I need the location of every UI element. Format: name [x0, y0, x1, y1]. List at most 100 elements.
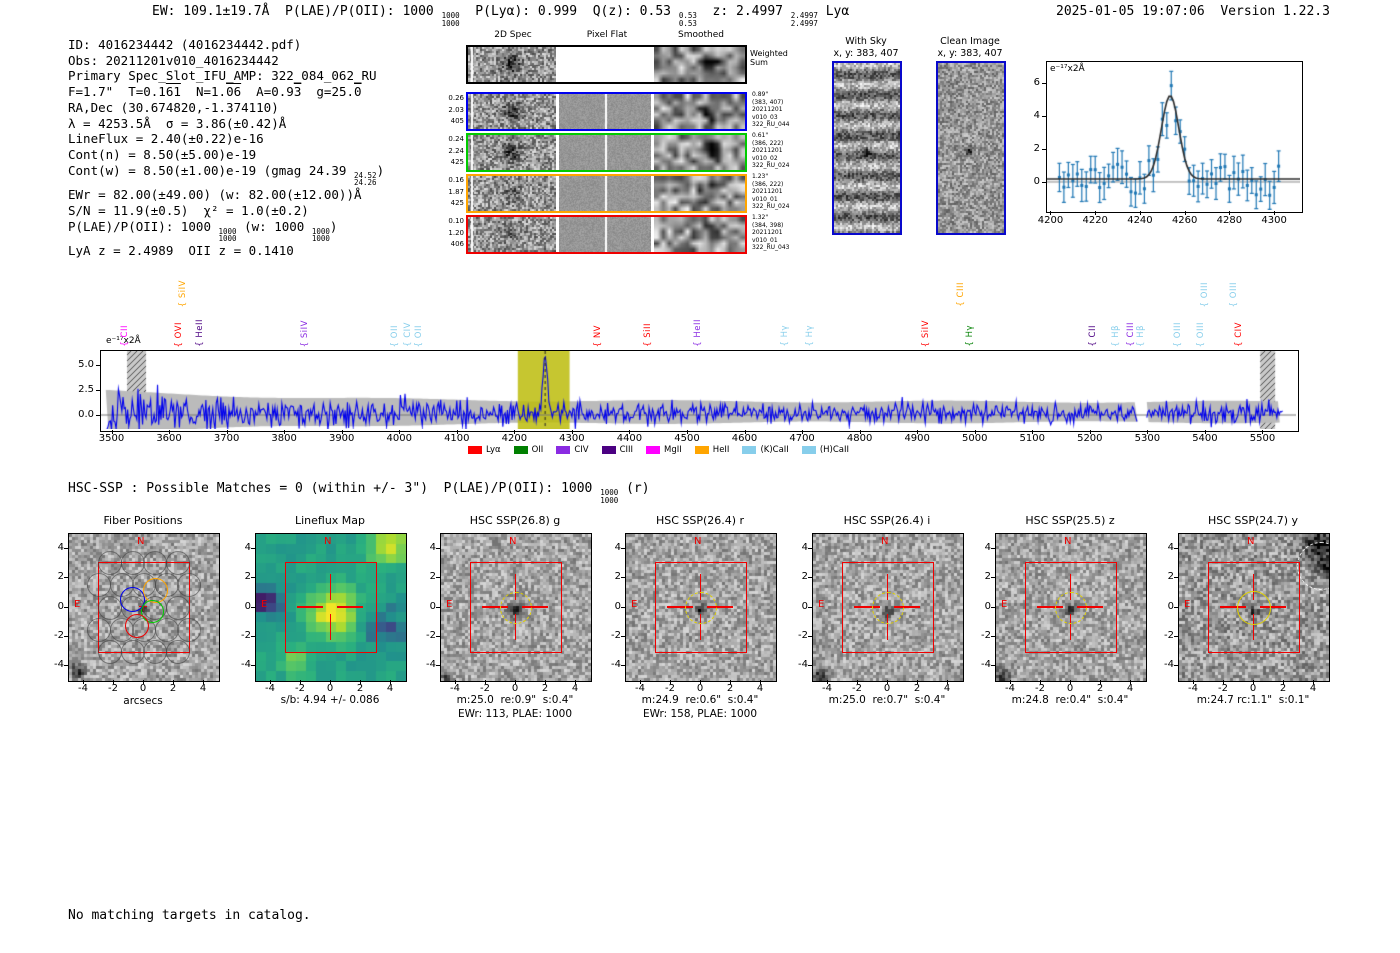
- panel-caption-2: EWr: 113, PLAE: 1000: [457, 708, 573, 720]
- panel-caption: m:25.0 re:0.7" s:0.4": [828, 694, 946, 706]
- info-line: LineFlux = 2.40(±0.22)e-16: [68, 131, 264, 147]
- crosshair-left: [667, 606, 693, 608]
- fiber-circle: [98, 639, 123, 664]
- spectrum-x-tick-mark: [169, 430, 171, 434]
- spectrum-x-tick-label: 4400: [616, 433, 643, 444]
- panel-x-tick-label: 4: [1309, 683, 1317, 694]
- panel-y-tick-label: -2: [798, 629, 808, 641]
- spectral-line-label-oiii: { OIII: [1196, 321, 1207, 347]
- compass-north-label: N: [1247, 536, 1255, 547]
- panel-y-tick-mark: [64, 606, 68, 608]
- panel-x-tick-label: 0: [511, 683, 519, 694]
- panel-y-tick-mark: [1174, 606, 1178, 608]
- spectrum-x-tick-mark: [1147, 430, 1149, 434]
- 2d-spec-column-header: Pixel Flat: [586, 30, 628, 40]
- fiber-row-left-values: 0.10 1.20 406: [440, 216, 464, 251]
- crosshair-bottom: [886, 613, 888, 640]
- fiber-circle: [143, 639, 168, 664]
- panel-y-tick-mark: [808, 577, 812, 579]
- panel-y-tick-label: -2: [981, 629, 991, 641]
- panel-x-tick-mark: [203, 680, 204, 684]
- legend-swatch: [742, 446, 757, 454]
- compass-north-label: N: [137, 536, 145, 547]
- panel-x-tick-label: -2: [665, 683, 675, 694]
- panel-y-tick-label: 0: [244, 600, 251, 612]
- panel-x-tick-mark: [827, 680, 828, 684]
- spectrum-x-tick-mark: [1089, 430, 1091, 434]
- panel-y-tick-mark: [1174, 577, 1178, 579]
- panel-x-axis-label: arcsecs: [123, 695, 163, 707]
- panel-y-tick-mark: [808, 665, 812, 667]
- panel-y-tick-mark: [808, 606, 812, 608]
- panel-y-tick-label: -4: [981, 659, 991, 671]
- overlined-value: 0: [354, 84, 362, 100]
- inset-x-tick-label: 4200: [1037, 215, 1064, 226]
- spectral-line-label-heii: { HeII: [194, 319, 205, 347]
- panel-x-tick-label: -4: [822, 683, 832, 694]
- sky-cutout-coords: x, y: 383, 407: [937, 48, 1003, 59]
- panel-y-tick-label: 4: [614, 541, 621, 553]
- overlined-value: 3: [293, 84, 302, 100]
- legend-swatch: [646, 446, 661, 454]
- legend-swatch: [513, 446, 528, 454]
- panel-y-tick-mark: [436, 635, 440, 637]
- legend-label: HeII: [712, 445, 730, 455]
- panel-y-tick-label: -4: [54, 659, 64, 671]
- fiber-circle: [177, 617, 201, 642]
- fiber-annotation-line: 1.23": [752, 173, 769, 180]
- fiber-annotation-line: v010_02: [752, 154, 778, 162]
- stacked-fraction: 0.53 0.53: [678, 11, 697, 28]
- fiber-weight-value: 2.03: [448, 105, 464, 114]
- panel-caption: m:24.7 rc:1.1" s:0.1": [1196, 694, 1310, 706]
- info-line: Primary Spec_Slot_IFU_AMP: 322_084_062_R…: [68, 68, 377, 84]
- fiber-weight-value: 405: [450, 117, 464, 125]
- spectrum-x-tick-label: 4700: [789, 433, 815, 444]
- fiber-weight-value: 406: [450, 240, 464, 248]
- spectrum-x-tick-label: 3800: [271, 433, 297, 444]
- panel-x-tick-label: -2: [852, 683, 862, 694]
- spectral-line-label-hγ: { Hγ: [964, 325, 975, 347]
- panel-y-tick-mark: [621, 577, 625, 579]
- compass-east-label: E: [818, 599, 825, 610]
- compass-north-label: N: [694, 536, 702, 547]
- panel-y-tick-label: 2: [614, 571, 621, 583]
- fiber-weight-value: 0.16: [448, 176, 464, 184]
- inset-x-tick-label: 4220: [1082, 215, 1108, 226]
- smoothed-image: [654, 135, 745, 170]
- spectral-line-label-nv: { NV: [593, 324, 604, 347]
- spectral-line-label-hγ: { Hγ: [804, 325, 815, 347]
- fiber-row-annotations: 0.89" (383, 407) 20211201 v010_03 322_RU_044: [752, 91, 789, 129]
- panel-y-tick-label: 4: [244, 541, 251, 553]
- spectral-line-label-oii: { OII: [389, 324, 400, 347]
- spectrum-x-tick-label: 4200: [501, 433, 528, 444]
- fiber-annotation-line: v010_01: [752, 236, 778, 244]
- spectrum-x-tick-label: 4300: [559, 433, 585, 444]
- panel-x-tick-label: 4: [571, 683, 579, 694]
- crosshair-bottom: [1252, 613, 1254, 640]
- legend-item: Lyα: [468, 445, 501, 455]
- panel-x-tick-label: -2: [1035, 683, 1045, 694]
- legend-swatch: [801, 446, 816, 454]
- spectrum-x-tick-label: 3500: [98, 433, 125, 444]
- panel-y-tick-mark: [808, 635, 812, 637]
- panel-x-tick-mark: [730, 680, 731, 684]
- fiber-annotation-line: (386, 222): [752, 180, 784, 188]
- panel-x-tick-label: 0: [1249, 683, 1257, 694]
- panel-y-tick-label: 0: [984, 600, 991, 612]
- panel-image-hsc_i: [812, 533, 964, 682]
- fiber-annotation-line: 1.32": [752, 214, 769, 221]
- panel-y-tick-label: -2: [1164, 629, 1174, 641]
- spectrum-x-tick-label: 5500: [1249, 433, 1276, 444]
- panel-y-tick-mark: [991, 547, 995, 549]
- fiber-cutout-row: [466, 215, 747, 254]
- fiber-row-annotations: 1.23" (386, 222) 20211201 v010_01 322_RU_024: [752, 173, 789, 211]
- spectral-line-label-cii: { CII: [120, 325, 131, 347]
- 2d-spec-image: [468, 217, 556, 252]
- spectrum-legend: Lyα OII CIV CIII MgII HeII (K)CaII (H)CaII: [468, 445, 849, 455]
- inset-x-tick-mark: [1050, 211, 1052, 215]
- weighted-sum-label-line: Sum: [750, 58, 768, 67]
- panel-y-tick-mark: [251, 635, 255, 637]
- panel-y-tick-mark: [621, 635, 625, 637]
- panel-x-tick-mark: [1313, 680, 1314, 684]
- inset-y-units-annotation: e⁻¹⁷x2Å: [1050, 64, 1085, 74]
